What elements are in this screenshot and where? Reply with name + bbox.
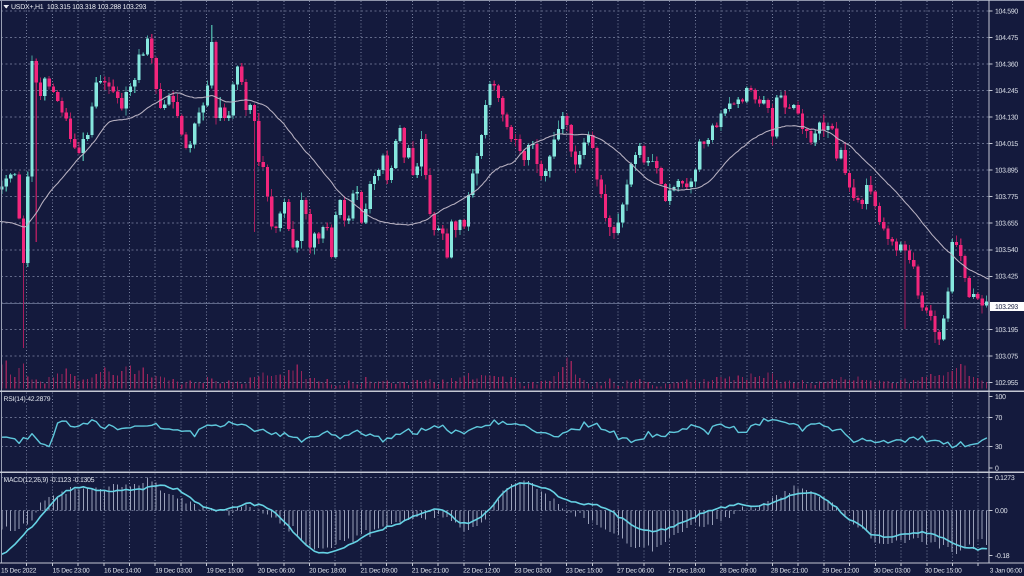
svg-text:27 Dec 06:00: 27 Dec 06:00: [617, 568, 654, 575]
svg-text:103.195: 103.195: [995, 327, 1018, 334]
svg-text:70: 70: [995, 415, 1003, 422]
svg-text:19 Dec 03:00: 19 Dec 03:00: [155, 568, 192, 575]
svg-text:104.590: 104.590: [995, 8, 1018, 15]
svg-text:0.00: 0.00: [995, 508, 1008, 515]
svg-text:15 Dec 2022: 15 Dec 2022: [1, 568, 37, 575]
svg-text:23 Dec 15:00: 23 Dec 15:00: [566, 568, 603, 575]
svg-text:104.130: 104.130: [995, 115, 1018, 122]
svg-text:104.475: 104.475: [995, 35, 1018, 42]
svg-text:100: 100: [995, 394, 1006, 401]
svg-text:104.245: 104.245: [995, 88, 1018, 95]
svg-text:30: 30: [995, 444, 1003, 451]
svg-text:103.895: 103.895: [995, 168, 1018, 175]
svg-text:104.015: 104.015: [995, 141, 1018, 148]
svg-text:16 Dec 14:00: 16 Dec 14:00: [104, 568, 141, 575]
svg-text:103.293: 103.293: [995, 304, 1018, 311]
svg-text:103.425: 103.425: [995, 274, 1018, 281]
svg-text:21 Dec 09:00: 21 Dec 09:00: [360, 568, 397, 575]
svg-text:MACD(12,26,9) -0.1123 -0.1305: MACD(12,26,9) -0.1123 -0.1305: [4, 477, 95, 484]
svg-text:103.540: 103.540: [995, 247, 1018, 254]
svg-text:30 Dec 15:00: 30 Dec 15:00: [925, 568, 962, 575]
svg-text:23 Dec 03:00: 23 Dec 03:00: [514, 568, 551, 575]
svg-text:28 Dec 09:00: 28 Dec 09:00: [720, 568, 757, 575]
svg-text:19 Dec 15:00: 19 Dec 15:00: [207, 568, 244, 575]
svg-text:0.1273: 0.1273: [995, 475, 1015, 482]
svg-text:21 Dec 21:00: 21 Dec 21:00: [412, 568, 449, 575]
svg-text:103.655: 103.655: [995, 221, 1018, 228]
svg-text:0: 0: [995, 465, 999, 472]
svg-text:3 Jan 06:00: 3 Jan 06:00: [990, 568, 1023, 575]
svg-text:30 Dec 03:00: 30 Dec 03:00: [873, 568, 910, 575]
svg-text:103.775: 103.775: [995, 194, 1018, 201]
svg-text:104.360: 104.360: [995, 62, 1018, 69]
svg-text:29 Dec 12:00: 29 Dec 12:00: [822, 568, 859, 575]
svg-text:22 Dec 12:00: 22 Dec 12:00: [463, 568, 500, 575]
svg-text:28 Dec 21:00: 28 Dec 21:00: [771, 568, 808, 575]
svg-text:USDX+,H1 103.315 103.318 103.: USDX+,H1 103.315 103.318 103.288 103.293: [11, 4, 146, 11]
svg-text:RSI(14) 42.2879: RSI(14) 42.2879: [4, 396, 51, 403]
svg-text:27 Dec 18:00: 27 Dec 18:00: [668, 568, 705, 575]
svg-text:102.955: 102.955: [995, 380, 1018, 387]
svg-text:20 Dec 18:00: 20 Dec 18:00: [309, 568, 346, 575]
svg-text:15 Dec 23:00: 15 Dec 23:00: [53, 568, 90, 575]
svg-text:20 Dec 06:00: 20 Dec 06:00: [258, 568, 295, 575]
svg-text:103.075: 103.075: [995, 353, 1018, 360]
svg-text:-0.18: -0.18: [995, 553, 1010, 560]
